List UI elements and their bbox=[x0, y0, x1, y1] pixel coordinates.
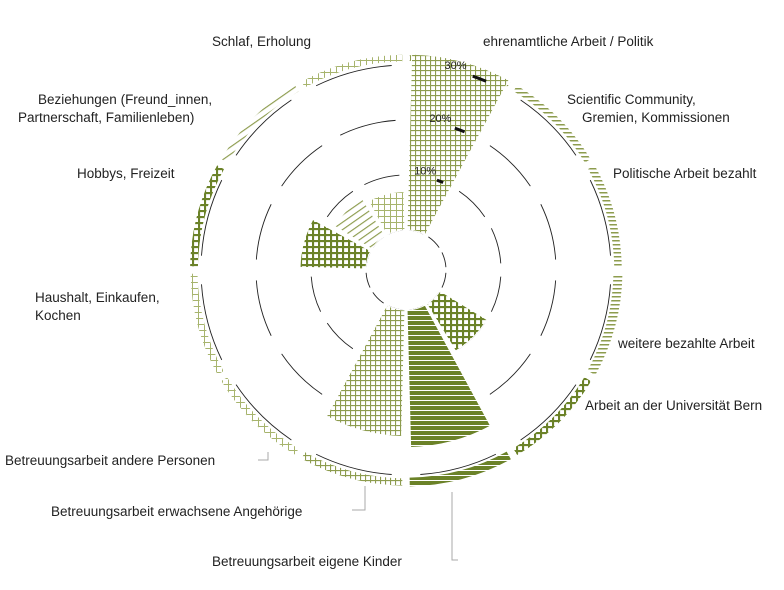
grid-ring-30 bbox=[520, 99, 577, 156]
wedge-haushalt-einkaufen-kochen bbox=[299, 218, 372, 270]
grid-ring-30 bbox=[201, 179, 223, 256]
grid-ring-30 bbox=[420, 453, 497, 475]
tick-label-30: 30% bbox=[445, 60, 467, 72]
ring-ticks: 10% 20% 30% bbox=[414, 60, 487, 184]
grid-ring-0 bbox=[365, 272, 371, 288]
grid-ring-20 bbox=[540, 204, 557, 260]
wedge-hobbys-freizeit bbox=[333, 197, 386, 250]
grid-ring-20 bbox=[281, 145, 323, 187]
outer-segment-betreuungsarbeit-andere-personen bbox=[190, 273, 224, 375]
label-weitere: weitere bezahlte Arbeit bbox=[617, 336, 755, 351]
grid-ring-10 bbox=[364, 174, 400, 186]
label-beziehungen-1: Beziehungen (Freund_innen, bbox=[38, 92, 212, 107]
outer-segment-betreuungsarbeit-erwachsene-angehörige bbox=[221, 377, 299, 455]
tick-mark-10 bbox=[436, 178, 444, 184]
grid-ring-20 bbox=[281, 353, 323, 395]
grid-ring-10 bbox=[326, 190, 354, 218]
label-scientific-2: Gremien, Kommissionen bbox=[582, 110, 730, 125]
grid-ring-20 bbox=[255, 280, 272, 336]
outer-segment-haushalt-einkaufen-kochen bbox=[190, 165, 224, 267]
outer-segment-beziehungen-freund-innen-partnerschaft-familienleben bbox=[301, 54, 403, 88]
tick-label-10: 10% bbox=[414, 166, 436, 178]
label-leaders bbox=[258, 452, 458, 561]
grid-ring-0 bbox=[441, 272, 447, 288]
grid-ring-10 bbox=[490, 276, 502, 312]
label-erwachsene: Betreuungsarbeit erwachsene Angehörige bbox=[51, 504, 302, 519]
label-haushalt-2: Kochen bbox=[35, 308, 81, 323]
wedge-beziehungen-freund-innen-partnerschaft-familienleben bbox=[367, 191, 406, 236]
grid-ring-10 bbox=[326, 322, 354, 350]
leader-erwachsene bbox=[352, 486, 366, 511]
outer-segment-politische-arbeit-bezahlt bbox=[587, 273, 623, 375]
outer-segment-betreuungsarbeit-eigene-kinder bbox=[301, 452, 403, 486]
label-haushalt-1: Haushalt, Einkaufen, bbox=[35, 290, 160, 305]
wedge-betreuungsarbeit-eigene-kinder bbox=[325, 304, 406, 437]
grid-rings bbox=[201, 65, 611, 475]
label-hobbys: Hobbys, Freizeit bbox=[77, 166, 175, 181]
grid-ring-10 bbox=[490, 228, 502, 264]
outer-segment-arbeit-an-der-universität-bern bbox=[409, 451, 511, 487]
wedge-weitere-bezahlte-arbeit bbox=[426, 290, 488, 352]
leader-andere bbox=[258, 452, 269, 461]
wedge-schlaf-erholung bbox=[406, 53, 510, 236]
outer-segment-hobbys-freizeit bbox=[221, 85, 299, 163]
grid-ring-20 bbox=[255, 204, 272, 260]
grid-ring-20 bbox=[340, 119, 396, 136]
label-uni: Arbeit an der Universität Bern bbox=[585, 398, 762, 413]
grid-ring-30 bbox=[235, 384, 292, 441]
grid-ring-30 bbox=[315, 453, 392, 475]
grid-ring-30 bbox=[201, 284, 223, 361]
label-scientific-1: Scientific Community, bbox=[567, 92, 696, 107]
label-politisch: Politische Arbeit bezahlt bbox=[613, 166, 757, 181]
grid-ring-30 bbox=[589, 179, 611, 256]
wedge-arbeit-an-der-universität-bern bbox=[406, 304, 492, 448]
label-kinder: Betreuungsarbeit eigene Kinder bbox=[212, 554, 402, 569]
label-schlaf: Schlaf, Erholung bbox=[212, 34, 311, 49]
outer-segment-scientific-community-gremien-kommissionen bbox=[588, 165, 622, 267]
grid-ring-30 bbox=[315, 65, 392, 87]
grid-ring-20 bbox=[489, 145, 531, 187]
grid-ring-0 bbox=[428, 236, 440, 248]
grid-ring-30 bbox=[589, 284, 611, 361]
outer-segment-ehrenamtliche-arbeit-politik bbox=[513, 85, 591, 163]
tick-mark-20 bbox=[454, 126, 466, 134]
outer-segment-weitere-bezahlte-arbeit bbox=[513, 377, 592, 456]
grid-ring-10 bbox=[458, 190, 486, 218]
label-ehrenamt: ehrenamtliche Arbeit / Politik bbox=[483, 34, 654, 49]
tick-label-20: 20% bbox=[429, 113, 451, 125]
grid-ring-10 bbox=[310, 276, 322, 312]
label-andere: Betreuungsarbeit andere Personen bbox=[5, 453, 215, 468]
leader-kinder bbox=[451, 492, 458, 561]
grid-ring-30 bbox=[235, 99, 292, 156]
grid-ring-20 bbox=[489, 353, 531, 395]
grid-ring-20 bbox=[540, 280, 557, 336]
outer-ring-segments bbox=[190, 54, 623, 487]
grid-ring-0 bbox=[372, 292, 384, 304]
grid-ring-0 bbox=[441, 252, 447, 268]
category-labels: Schlaf, Erholung ehrenamtliche Arbeit / … bbox=[5, 34, 762, 569]
label-beziehungen-2: Partnerschaft, Familienleben) bbox=[18, 110, 194, 125]
data-wedges bbox=[299, 53, 510, 448]
grid-ring-30 bbox=[520, 384, 577, 441]
tick-mark-30 bbox=[472, 74, 487, 83]
